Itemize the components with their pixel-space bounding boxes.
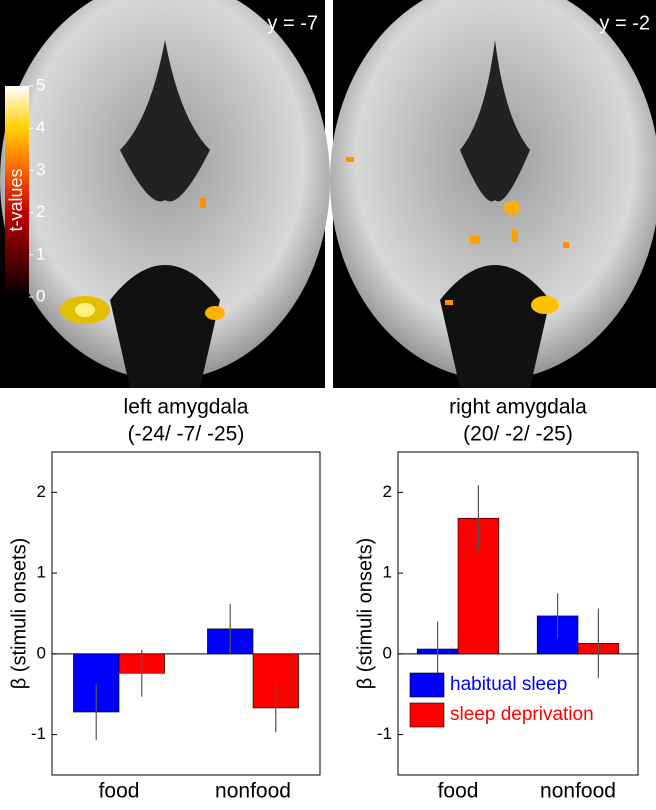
colorbar-label: t-values <box>6 168 26 231</box>
plot-area <box>397 451 639 776</box>
y-tick-label: 0 <box>383 643 392 662</box>
colorbar-tick-label: 5 <box>36 75 45 94</box>
slice-label: y = -7 <box>267 12 318 34</box>
chart-subtitle: (-24/ -7/ -25) <box>128 423 245 446</box>
y-tick-label: 2 <box>37 482 46 501</box>
colorbar-tick-label: 4 <box>36 118 45 137</box>
legend-swatch <box>409 702 445 728</box>
plot-area <box>51 451 321 776</box>
colorbar-tick-label: 1 <box>36 244 45 263</box>
legend-swatch <box>409 672 445 698</box>
x-tick-label: food <box>438 780 479 803</box>
slice-label: y = -2 <box>599 12 650 34</box>
y-tick-label: -1 <box>377 724 392 743</box>
brain-image <box>0 0 330 388</box>
legend-label: sleep deprivation <box>450 704 594 725</box>
x-tick-label: nonfood <box>215 780 291 803</box>
y-tick-label: -1 <box>31 724 46 743</box>
y-axis-label: β (stimuli onsets) <box>8 538 30 690</box>
colorbar-tick-label: 3 <box>36 160 45 179</box>
colorbar-tick-label: 2 <box>36 202 45 221</box>
chart-subtitle: (20/ -2/ -25) <box>463 423 573 446</box>
brain-image <box>330 0 656 388</box>
y-tick-label: 1 <box>383 563 392 582</box>
y-tick-label: 1 <box>37 563 46 582</box>
y-tick-label: 0 <box>37 643 46 662</box>
x-tick-label: nonfood <box>540 780 616 803</box>
colorbar-tick-label: 0 <box>36 286 45 305</box>
y-tick-label: 2 <box>383 482 392 501</box>
colorbar <box>5 86 29 297</box>
legend-label: habitual sleep <box>450 674 567 695</box>
x-tick-label: food <box>99 780 140 803</box>
chart-title: right amygdala <box>449 396 587 419</box>
chart-title: left amygdala <box>124 396 249 419</box>
y-axis-label: β (stimuli onsets) <box>354 538 376 690</box>
